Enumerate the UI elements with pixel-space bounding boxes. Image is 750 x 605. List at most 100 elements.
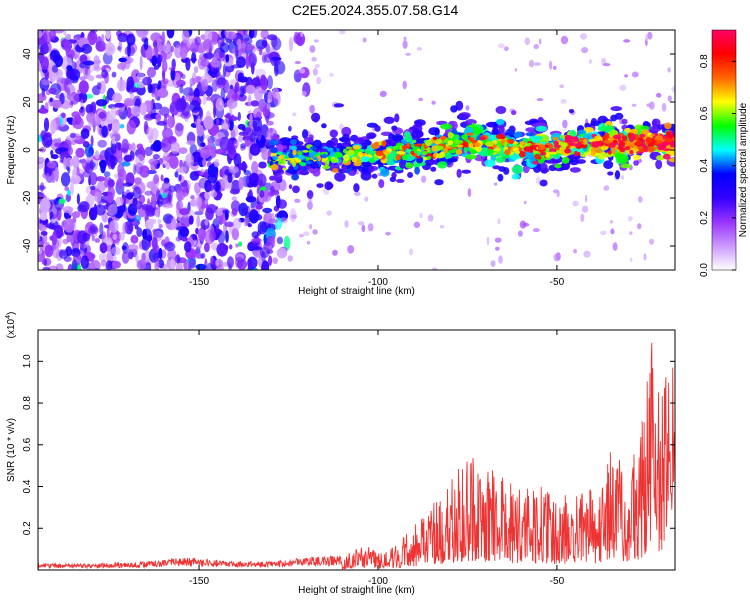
colorbar-tick-label: 0.2 (699, 210, 710, 224)
heatmap-cell (99, 242, 108, 254)
snr-x-tick-label: -100 (368, 576, 388, 587)
heatmap-cell (145, 207, 157, 217)
heatmap-cell (611, 147, 616, 155)
heatmap-cell (636, 140, 641, 146)
heatmap-cell (269, 127, 273, 134)
heatmap-cell (561, 156, 570, 164)
heatmap-cell (391, 134, 404, 142)
heatmap-cell (522, 165, 530, 174)
heatmap-cell (225, 180, 233, 190)
heatmap-cell (600, 145, 609, 150)
heatmap-cell (623, 39, 631, 43)
heatmap-cell (242, 30, 248, 35)
heatmap-cell (407, 172, 414, 178)
heatmap-cell (393, 145, 398, 150)
heatmap-cell (123, 97, 135, 107)
heatmap-cell (316, 155, 321, 159)
heatmap-cell (42, 172, 50, 179)
heatmap-cell (434, 141, 440, 145)
heatmap-x-axis-label: Height of straight line (km) (298, 286, 415, 297)
heatmap-cell (42, 41, 52, 53)
heatmap-cell (401, 154, 408, 161)
heatmap-cell (64, 78, 68, 93)
heatmap-cell (627, 141, 635, 148)
heatmap-cell (202, 94, 207, 105)
heatmap-cell (97, 44, 106, 51)
heatmap-cell (401, 144, 408, 151)
heatmap-cell (620, 175, 625, 180)
heatmap-cell (89, 185, 96, 191)
heatmap-cell (327, 147, 334, 152)
heatmap-cell (131, 142, 136, 152)
heatmap-cell (292, 185, 300, 194)
heatmap-cell (100, 259, 107, 267)
heatmap-cell (161, 59, 168, 73)
heatmap-cell (101, 33, 105, 45)
heatmap-cell (353, 162, 362, 167)
heatmap-cell (70, 70, 78, 81)
heatmap-cell (637, 223, 642, 230)
heatmap-cell (180, 185, 189, 193)
heatmap-cell (534, 153, 541, 160)
heatmap-cell (621, 118, 628, 125)
heatmap-cell (72, 252, 82, 266)
heatmap-cell (243, 217, 248, 227)
heatmap-cell (560, 35, 569, 45)
heatmap-cell (316, 183, 324, 189)
heatmap-cell (283, 235, 291, 251)
heatmap-cell (107, 186, 116, 200)
heatmap-cell (479, 136, 487, 141)
heatmap-cell (204, 199, 209, 205)
heatmap-cell (498, 43, 505, 49)
heatmap-cell (303, 231, 310, 236)
heatmap-cell (668, 158, 675, 163)
heatmap-cell (189, 77, 196, 86)
heatmap-cell (267, 75, 273, 90)
heatmap-cell (342, 133, 350, 142)
heatmap-cell (535, 176, 541, 185)
snr-y-tick-label: 0.4 (22, 479, 33, 493)
heatmap-cell (110, 157, 116, 170)
heatmap-cell (132, 200, 143, 210)
heatmap-cell (590, 151, 596, 157)
heatmap-cell (78, 80, 89, 94)
heatmap-cell (145, 47, 156, 59)
heatmap-cell (151, 55, 158, 67)
heatmap-cell (354, 191, 361, 197)
heatmap-cell (568, 109, 575, 114)
heatmap-cell (263, 53, 273, 63)
heatmap-cell (649, 101, 655, 110)
heatmap-cell (326, 210, 332, 216)
heatmap-cell (157, 80, 162, 90)
heatmap-cell (44, 244, 54, 258)
heatmap-cell (258, 256, 263, 268)
heatmap-cell (237, 94, 247, 102)
heatmap-cell (572, 200, 579, 207)
heatmap-cell (334, 172, 346, 182)
heatmap-cell (628, 137, 635, 143)
heatmap-cell (604, 132, 610, 139)
heatmap-cell (90, 261, 96, 270)
heatmap-cell (484, 159, 496, 168)
heatmap-cell (231, 208, 238, 216)
heatmap-cell (262, 207, 273, 214)
heatmap-cell (126, 76, 135, 92)
heatmap-cell (295, 145, 307, 151)
heatmap-cell (146, 181, 157, 189)
heatmap-cell (584, 194, 588, 203)
heatmap-cell (121, 138, 129, 153)
colorbar-tick-label: 0.6 (699, 106, 710, 120)
heatmap-cell (638, 148, 646, 152)
heatmap-cell (170, 45, 175, 53)
heatmap-cell (146, 66, 157, 78)
heatmap-cell (538, 144, 546, 150)
heatmap-cell (322, 165, 331, 170)
heatmap-cell (136, 72, 145, 81)
heatmap-cell (446, 158, 458, 163)
heatmap-cell (54, 142, 65, 148)
heatmap-cell (81, 158, 87, 169)
heatmap-cell (521, 160, 528, 167)
heatmap-cell (569, 167, 581, 173)
heatmap-cell (84, 144, 94, 158)
heatmap-cell (549, 60, 553, 70)
